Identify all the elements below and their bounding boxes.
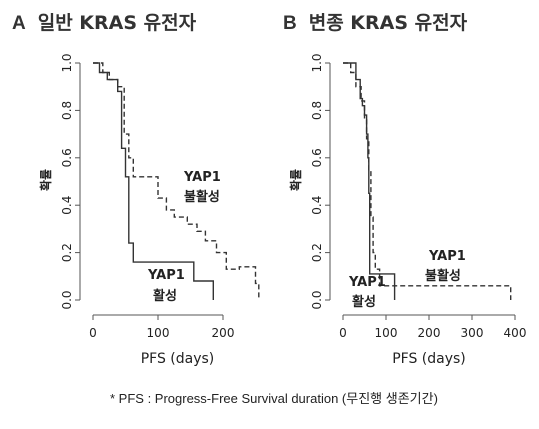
b-y-tick-label: 0.6: [310, 148, 324, 167]
a-inactive-label-2: 불활성: [184, 189, 220, 205]
panel-a-letter: A: [12, 13, 26, 34]
b-inactive-label-2: 불활성: [425, 268, 461, 284]
a-active-label-2: 활성: [153, 288, 177, 304]
b-active-label-2: 활성: [352, 294, 376, 310]
b-series-yap1-active-line: [343, 62, 396, 300]
b-x-tick-label: 400: [504, 326, 527, 340]
b-y-tick-label: 0.4: [310, 196, 324, 215]
a-inactive-label-1: YAP1: [183, 170, 221, 185]
a-x-axis-label: PFS (days): [141, 351, 215, 367]
a-y-tick-label: 1.0: [60, 53, 74, 72]
a-x-tick-label: 0: [89, 326, 97, 340]
b-y-tick-label: 0.2: [310, 243, 324, 262]
b-x-tick-label: 200: [418, 326, 441, 340]
b-y-tick-label: 0.8: [310, 101, 324, 120]
panel-a-plot: 0.0 0.2 0.4 0.6 0.8 1.0 0 100 200 PFS (days) 확률: [38, 53, 260, 367]
a-y-tick-label: 0.0: [60, 290, 74, 309]
a-y-tick-label: 0.8: [60, 101, 74, 120]
b-x-tick-label: 0: [339, 326, 347, 340]
b-y-tick-label: 1.0: [310, 53, 324, 72]
b-inactive-label-1: YAP1: [428, 249, 466, 264]
a-series-yap1-inactive-line: [93, 62, 260, 300]
panel-b-letter: B: [283, 13, 297, 34]
a-y-tick-label: 0.2: [60, 243, 74, 262]
b-active-label-1: YAP1: [348, 275, 386, 290]
b-x-tick-label: 100: [375, 326, 398, 340]
b-y-axis-label: 확률: [288, 169, 303, 191]
panel-b-title: B 변종 KRAS 유전자: [283, 8, 467, 35]
a-y-tick-label: 0.6: [60, 148, 74, 167]
b-x-tick-label: 300: [461, 326, 484, 340]
a-x-tick-label: 200: [212, 326, 235, 340]
a-x-tick-label: 100: [147, 326, 170, 340]
panel-b-plot: 0.0 0.2 0.4 0.6 0.8 1.0 0 100 200 300 400 PFS (days…: [288, 53, 526, 367]
b-x-axis-label: PFS (days): [392, 351, 466, 367]
panel-a-title: A 일반 KRAS 유전자: [12, 8, 196, 35]
panel-a-title-text: 일반 KRAS 유전자: [37, 12, 197, 34]
a-series-yap1-active-line: [93, 62, 215, 300]
a-y-tick-label: 0.4: [60, 196, 74, 215]
a-y-axis-label: 확률: [38, 169, 53, 191]
a-active-label-1: YAP1: [147, 268, 185, 283]
b-y-tick-label: 0.0: [310, 290, 324, 309]
panel-b-title-text: 변종 KRAS 유전자: [308, 12, 468, 34]
pfs-footnote: * PFS : Progress-Free Survival duration …: [110, 391, 438, 406]
